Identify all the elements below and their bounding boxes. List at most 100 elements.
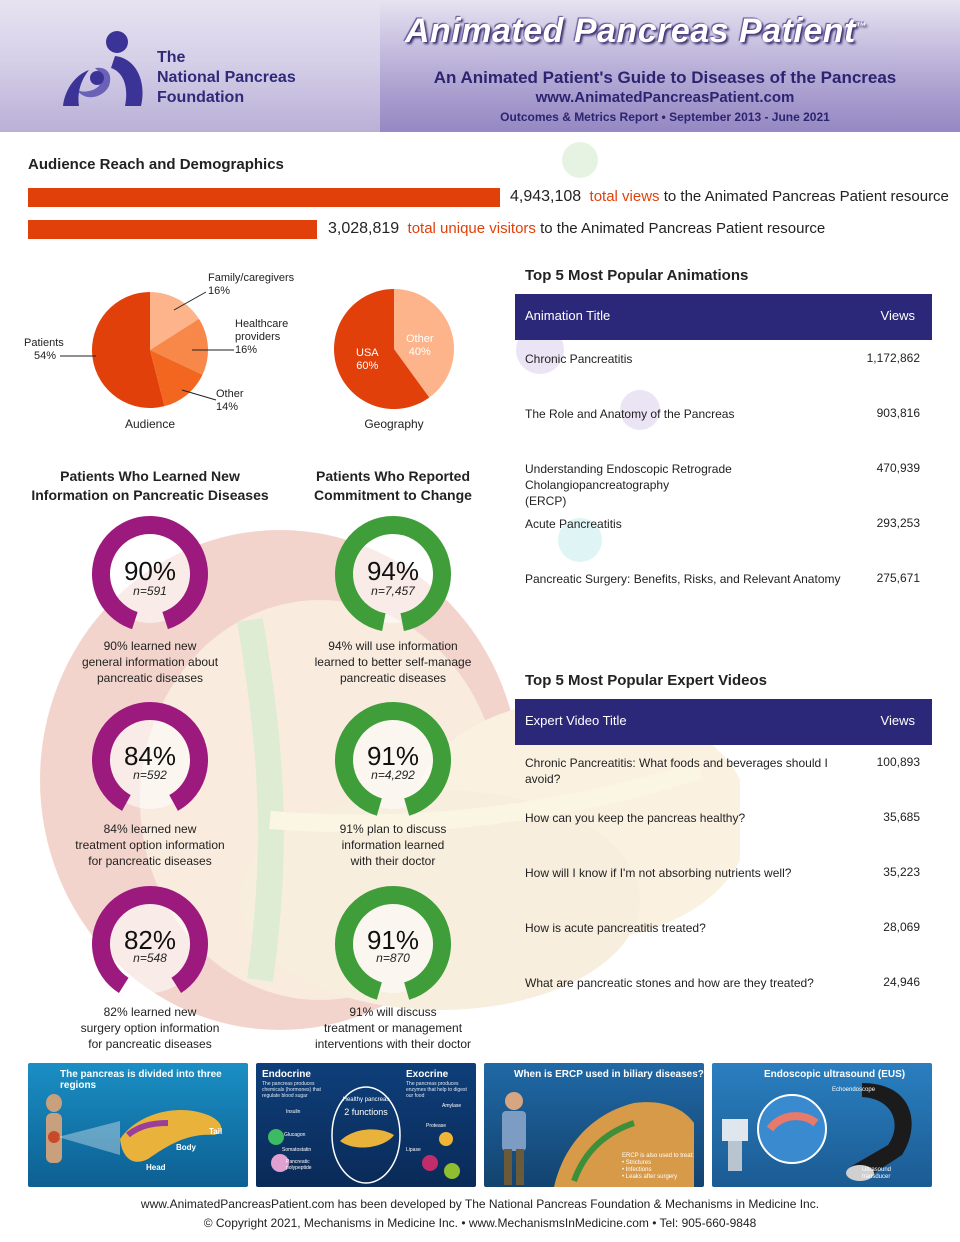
foundation-logo-text: The National Pancreas Foundation (157, 48, 357, 108)
video-row-1-views: 100,893 (876, 755, 920, 769)
title-text: Animated Pancreas Patient (405, 12, 856, 50)
geography-pie-chart (334, 289, 454, 409)
commitment-desc-2-l3: with their doctor (350, 854, 436, 868)
pie-label-family: Family/caregivers 16% (208, 272, 294, 298)
tile1-body: Body (176, 1143, 196, 1152)
learned-ring-1 (92, 516, 208, 630)
commitment-ring-arc-1 (335, 516, 451, 631)
tile-ercp[interactable]: When is ERCP used in biliary diseases? E… (484, 1063, 704, 1187)
tile-pancreas-regions[interactable]: The pancreas is divided into three regio… (28, 1063, 248, 1187)
animation-row-4-views: 293,253 (876, 516, 920, 530)
commitment-n-3: n=870 (376, 951, 410, 965)
pie-label-geo-other: Other 40% (406, 333, 434, 359)
tile4-trans-l2: transducer (862, 1174, 891, 1180)
commitment-desc-3: 91% will discuss treatment or management… (283, 1004, 503, 1052)
learned-desc-3-l1: 82% learned new (103, 1005, 197, 1019)
animation-row-5-title[interactable]: Pancreatic Surgery: Benefits, Risks, and… (525, 572, 841, 586)
patients-label: Patients (24, 337, 64, 349)
learned-ring-bg-1 (101, 525, 199, 623)
commitment-n-1: n=7,457 (371, 584, 415, 598)
other-label: Other (216, 388, 244, 400)
video-row-2-title[interactable]: How can you keep the pancreas healthy? (525, 811, 746, 825)
tile2-amylase: Amylase (442, 1103, 462, 1109)
pancreas-functions-icon (268, 1086, 460, 1184)
learned-ring-2 (92, 702, 208, 811)
tile-eus[interactable]: Endoscopic ultrasound (EUS) Echoendoscop… (712, 1063, 932, 1187)
commitment-heading-1: Patients Who Reported (315, 468, 470, 484)
learned-ring-arc-1 (92, 516, 208, 630)
learned-ring-arc-3 (92, 886, 208, 993)
pie-label-patients: Patients 54% (24, 337, 64, 363)
tile4-title: Endoscopic ultrasound (EUS) (764, 1069, 906, 1080)
footer-copyright: © Copyright 2021, Mechanisms in Medicine… (203, 1216, 757, 1230)
tile2-protease: Protease (426, 1123, 447, 1129)
commitment-ring-bg-1 (344, 525, 442, 623)
commitment-ring-arc-3 (335, 886, 451, 1000)
animation-row-1-title[interactable]: Chronic Pancreatitis (525, 352, 633, 366)
tile3-b3: • Leaks after surgery (622, 1174, 678, 1180)
learned-desc-2-l2: treatment option information (75, 838, 225, 852)
family-label: Family/caregivers (208, 272, 295, 284)
pie-label-other: Other 14% (216, 388, 244, 414)
unique-visitors-label: 3,028,819 total unique visitors to the A… (328, 220, 825, 238)
page-title: Animated Pancreas Patient™ (405, 12, 925, 51)
tile2-lipase: Lipase (406, 1147, 421, 1153)
subtitle: An Animated Patient's Guide to Diseases … (433, 68, 897, 87)
tile1-title: The pancreas is divided into three regio… (60, 1069, 222, 1091)
video-row-5-title[interactable]: What are pancreatic stones and how are t… (525, 976, 814, 990)
ercp-doctor-icon (502, 1092, 694, 1187)
logo-line-1: The (157, 49, 186, 66)
learned-desc-1: 90% learned new general information abou… (40, 638, 260, 686)
learned-n-2: n=592 (133, 768, 167, 782)
tile2-somatostatin: Somatostatin (282, 1147, 312, 1153)
video-row-4-views: 28,069 (883, 920, 920, 934)
tile2-exocrine: Exocrine (406, 1069, 449, 1080)
total-views-highlight: total views (589, 188, 660, 205)
commitment-ring-arc-2 (335, 702, 451, 816)
tile2-insulin: Insulin (286, 1109, 301, 1115)
learned-ring-bg-2 (101, 711, 199, 809)
healthcare-pct: 16% (235, 344, 258, 356)
learned-heading-2: Information on Pancreatic Diseases (31, 487, 269, 503)
header-shade (380, 0, 960, 132)
tile1-tail: Tail (209, 1127, 223, 1136)
patients-pct: 54% (34, 350, 57, 362)
learned-desc-2-l3: for pancreatic diseases (88, 854, 212, 868)
tile4-echo: Echoendoscope (832, 1087, 876, 1093)
animations-col-title: Animation Title (525, 308, 611, 323)
video-row-2-views: 35,685 (883, 810, 920, 824)
learned-pct-1: 90% (123, 556, 177, 586)
commitment-desc-3-l3: interventions with their doctor (314, 1037, 472, 1051)
commitment-desc-3-l2: treatment or management (323, 1021, 463, 1035)
video-row-3-title[interactable]: How will I know if I'm not absorbing nut… (525, 866, 792, 880)
animation-row-3-views: 470,939 (876, 461, 920, 475)
tile1-head: Head (146, 1163, 166, 1172)
learned-ring-arc-2 (92, 702, 208, 811)
tile3-b1: • Strictures (622, 1160, 652, 1166)
video-row-1-title[interactable]: Chronic Pancreatitis: What foods and bev… (525, 756, 828, 786)
commitment-heading-2: Commitment to Change (314, 487, 472, 503)
animation-row-2-title[interactable]: The Role and Anatomy of the Pancreas (525, 407, 735, 421)
animation-row-3-title[interactable]: Understanding Endoscopic Retrograde Chol… (525, 461, 845, 509)
learned-n-1: n=591 (133, 584, 167, 598)
unique-visitors-rest: to the Animated Pancreas Patient resourc… (540, 220, 826, 237)
learned-desc-2: 84% learned new treatment option informa… (40, 821, 260, 869)
animation-row-1-views: 1,172,862 (866, 351, 920, 365)
site-url[interactable]: www.AnimatedPancreasPatient.com (535, 89, 795, 106)
animation-row-4-title[interactable]: Acute Pancreatitis (525, 517, 622, 531)
commitment-desc-1-l2: learned to better self-manage (314, 655, 472, 669)
animation-row-2-views: 903,816 (876, 406, 920, 420)
learned-desc-1-l1: 90% learned new (103, 639, 197, 653)
learned-heading: Patients Who Learned New Information on … (20, 467, 280, 505)
commitment-pct-3: 91% (366, 925, 420, 955)
geography-pie-slice-2 (334, 289, 430, 409)
tile-pancreas-functions[interactable]: Endocrine The pancreas produces chemical… (256, 1063, 476, 1187)
learned-heading-1: Patients Who Learned New (60, 468, 240, 484)
commitment-pct-1: 94% (366, 556, 420, 586)
video-row-4-title[interactable]: How is acute pancreatitis treated? (525, 921, 706, 935)
tile2-polypeptide-l1: Pancreatic (286, 1159, 310, 1165)
commitment-heading: Patients Who Reported Commitment to Chan… (263, 467, 523, 505)
commitment-desc-1: 94% will use information learned to bett… (283, 638, 503, 686)
commitment-desc-2-l2: information learned (341, 838, 445, 852)
healthcare-label-2: providers (235, 331, 281, 343)
